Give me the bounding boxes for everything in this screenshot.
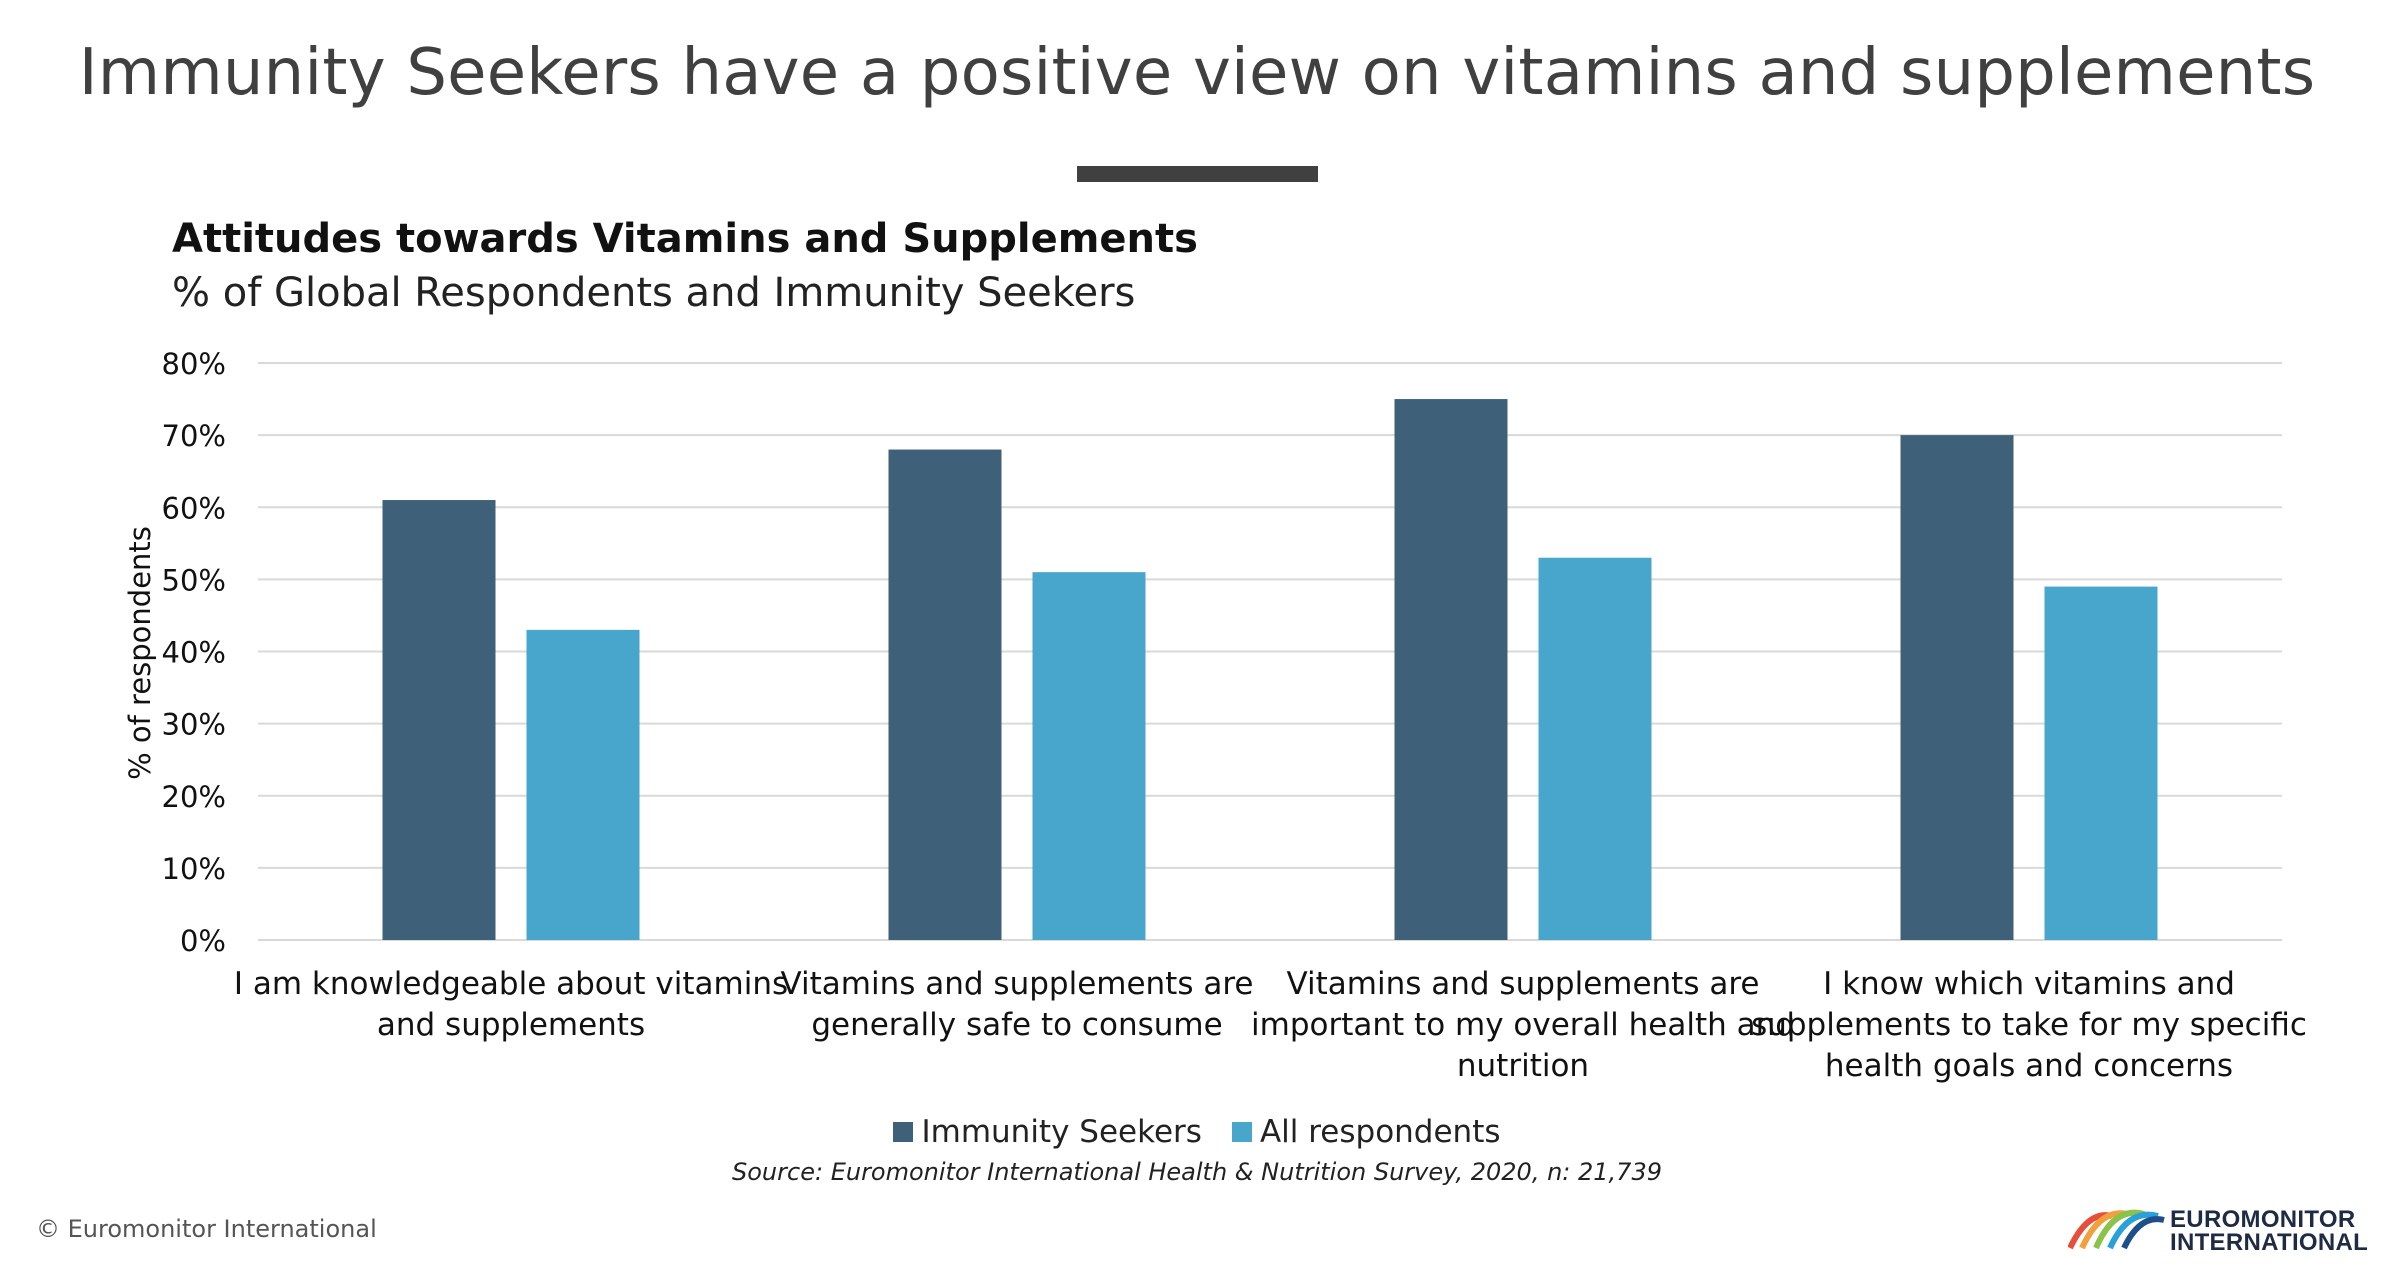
y-tick-label: 0% xyxy=(180,924,226,958)
y-tick-label: 30% xyxy=(162,708,226,742)
y-tick-label: 80% xyxy=(162,347,226,381)
logo-line-2: INTERNATIONAL xyxy=(2170,1229,2369,1256)
bar-all-respondents-4 xyxy=(2044,586,2158,940)
chart-subtitle: % of Global Respondents and Immunity See… xyxy=(172,270,1136,316)
bar-immunity-seekers-2 xyxy=(888,449,1002,940)
legend-label-immunity-seekers: Immunity Seekers xyxy=(921,1114,1202,1150)
y-tick-label: 20% xyxy=(162,780,226,814)
bar-immunity-seekers-3 xyxy=(1394,399,1508,940)
copyright-text: © Euromonitor International xyxy=(36,1215,377,1243)
legend-item-immunity-seekers: Immunity Seekers xyxy=(893,1114,1202,1150)
y-tick-label: 10% xyxy=(162,852,226,886)
bar-all-respondents-2 xyxy=(1032,572,1146,940)
y-tick-label: 70% xyxy=(162,419,226,453)
x-category-label: Vitamins and supplements are generally sa… xyxy=(781,966,1254,1043)
legend-item-all-respondents: All respondents xyxy=(1231,1114,1501,1150)
x-category-label: Vitamins and supplements are important to… xyxy=(1251,966,1795,1084)
x-axis-labels: I am knowledgeable about vitamins and sup… xyxy=(234,966,2307,1084)
bars xyxy=(382,399,2158,940)
source-note: Source: Euromonitor International Health… xyxy=(732,1158,1662,1186)
bar-immunity-seekers-4 xyxy=(1900,435,2014,940)
y-axis-ticks: 0% 10% 20% 30% 40% 50% 60% 70% 80% xyxy=(162,347,226,958)
x-category-label: I know which vitamins and supplements to … xyxy=(1751,966,2307,1084)
legend-swatch-all-respondents xyxy=(1231,1122,1252,1142)
euromonitor-logo: EUROMONITOR INTERNATIONAL xyxy=(2067,1206,2369,1260)
x-category-label: I am knowledgeable about vitamins and sup… xyxy=(234,966,788,1043)
logo-wordmark: EUROMONITOR INTERNATIONAL xyxy=(2170,1206,2369,1256)
bar-all-respondents-3 xyxy=(1538,557,1652,940)
logo-line-1: EUROMONITOR xyxy=(2170,1206,2356,1233)
title-divider xyxy=(1077,166,1318,182)
legend-swatch-immunity-seekers xyxy=(893,1122,914,1142)
y-axis-title: % of respondents xyxy=(123,526,157,780)
chart-title: Attitudes towards Vitamins and Supplemen… xyxy=(172,216,1198,262)
chart-legend: Immunity Seekers All respondents xyxy=(0,1114,2394,1150)
y-tick-label: 60% xyxy=(162,491,226,525)
slide-title: Immunity Seekers have a positive view on… xyxy=(78,36,2316,110)
bar-immunity-seekers-1 xyxy=(382,500,496,940)
y-tick-label: 50% xyxy=(162,563,226,597)
y-tick-label: 40% xyxy=(162,636,226,670)
bar-all-respondents-1 xyxy=(526,629,640,940)
legend-label-all-respondents: All respondents xyxy=(1259,1114,1501,1150)
logo-arcs-icon xyxy=(2067,1209,2165,1250)
